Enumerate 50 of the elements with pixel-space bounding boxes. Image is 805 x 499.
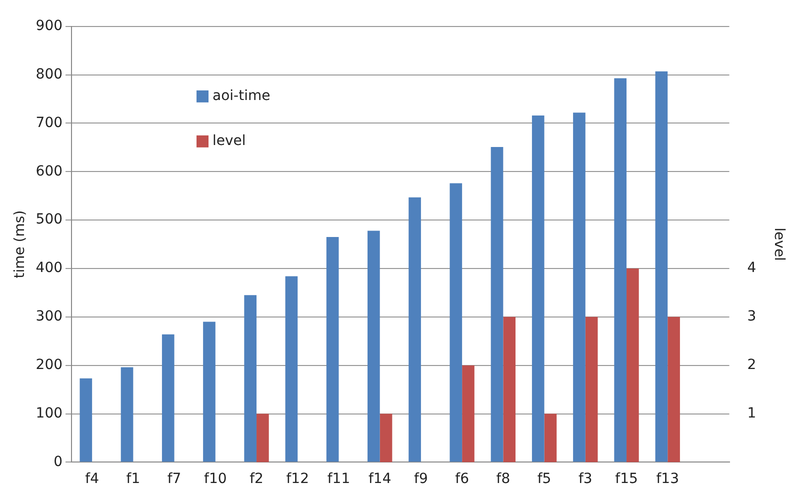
x-tick-label: f6 — [455, 471, 470, 488]
x-tick-label: f11 — [327, 471, 350, 488]
x-tick-label: f4 — [85, 471, 100, 488]
bar — [244, 295, 257, 462]
bar — [256, 414, 269, 462]
x-tick-label: f7 — [167, 471, 182, 488]
x-tick-label: f8 — [496, 471, 510, 488]
y2-tick-label: 3 — [747, 308, 756, 325]
bar — [532, 115, 544, 462]
y-tick-label: 300 — [36, 308, 63, 325]
bar — [408, 197, 421, 462]
bar — [162, 334, 174, 462]
y-tick-label: 800 — [36, 66, 63, 82]
y2-tick-label: 4 — [747, 260, 756, 276]
x-tick-label: f5 — [537, 471, 552, 488]
x-tick-label: f12 — [286, 471, 310, 488]
y-tick-label: 900 — [36, 18, 63, 34]
bar — [120, 367, 134, 462]
y2-tick-label: 1 — [747, 405, 756, 422]
y-tick-label: 500 — [36, 212, 63, 228]
bar — [490, 146, 504, 462]
legend-label: aoi-time — [212, 88, 270, 104]
bar — [655, 71, 668, 462]
bar — [544, 414, 557, 462]
y-tick-label: 200 — [36, 356, 63, 373]
bar — [326, 237, 339, 462]
x-tick-label: f3 — [578, 471, 592, 488]
x-tick-label: f1 — [126, 471, 140, 488]
y2-axis-title: level — [770, 228, 787, 261]
y2-tick-label: 2 — [747, 356, 756, 373]
bar — [203, 322, 216, 462]
y-tick-label: 700 — [36, 114, 63, 131]
bar — [380, 414, 392, 462]
bar — [573, 112, 586, 462]
x-tick-label: f14 — [368, 471, 392, 488]
x-tick-label: f13 — [656, 471, 679, 488]
y-tick-label: 100 — [36, 405, 63, 422]
x-tick-label: f2 — [250, 471, 264, 488]
x-tick-label: f10 — [204, 471, 227, 488]
bar — [450, 183, 462, 462]
legend-label: level — [212, 133, 246, 150]
y-tick-label: 0 — [54, 454, 63, 470]
y-tick-label: 600 — [36, 163, 63, 180]
bar — [80, 378, 92, 462]
x-tick-label: f15 — [615, 471, 638, 488]
bar — [368, 230, 380, 462]
x-tick-label: f9 — [414, 471, 428, 488]
y-tick-label: 400 — [36, 260, 63, 276]
y-axis-title: time (ms) — [12, 210, 28, 278]
bar — [285, 276, 298, 462]
